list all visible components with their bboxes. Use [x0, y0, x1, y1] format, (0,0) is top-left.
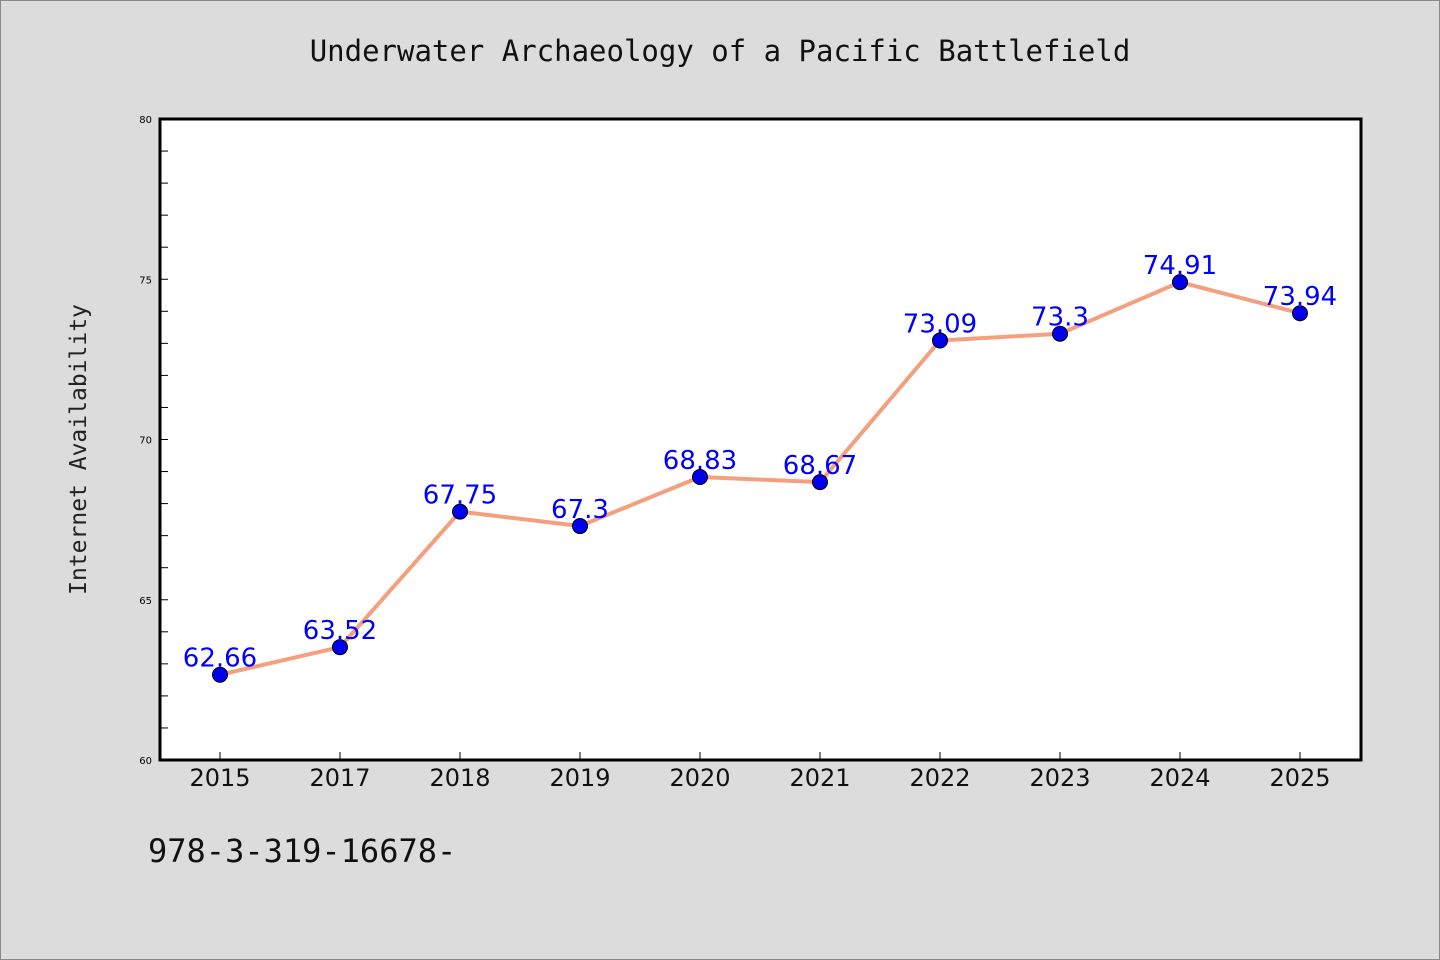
series-line — [219, 280, 1301, 677]
y-tick-label: 60 — [139, 756, 152, 767]
data-point — [212, 666, 228, 683]
x-tick-label: 2022 — [909, 764, 970, 792]
data-label: 63.52 — [303, 616, 377, 646]
x-tick-label: 2025 — [1269, 764, 1330, 792]
y-tick-label: 80 — [139, 115, 152, 126]
data-label: 67.75 — [423, 481, 497, 511]
data-point — [572, 518, 588, 535]
x-tick-label: 2023 — [1029, 764, 1090, 792]
x-tick-label: 2019 — [549, 764, 610, 792]
x-tick-label: 2018 — [429, 764, 490, 792]
x-tick-label: 2020 — [669, 764, 730, 792]
data-point — [1172, 274, 1188, 291]
y-tick-label: 65 — [139, 596, 152, 607]
x-tick-label: 2024 — [1149, 764, 1210, 792]
data-label: 62.66 — [183, 644, 257, 674]
data-point — [332, 639, 348, 656]
data-point — [1292, 305, 1308, 322]
plot-area — [158, 117, 1363, 762]
data-point — [1052, 325, 1068, 342]
data-point — [812, 474, 828, 491]
x-tick-label: 2021 — [789, 764, 850, 792]
chart-title: Underwater Archaeology of a Pacific Batt… — [309, 34, 1131, 68]
footer-isbn-text: 978-3-319-16678- — [148, 832, 457, 870]
data-label: 73.94 — [1263, 282, 1337, 312]
data-label: 68.67 — [783, 451, 857, 481]
y-tick-label: 75 — [139, 275, 152, 286]
x-tick-label: 2017 — [309, 764, 370, 792]
data-label: 73.09 — [903, 309, 977, 339]
data-label: 67.3 — [551, 495, 609, 525]
data-point — [932, 332, 948, 349]
data-label: 73.3 — [1031, 303, 1089, 333]
y-tick-label: 70 — [139, 436, 152, 447]
x-tick-label: 2015 — [189, 764, 250, 792]
y-axis-label: Internet Availability — [66, 304, 92, 595]
data-label: 68.83 — [663, 446, 737, 476]
data-point — [452, 503, 468, 520]
data-point — [692, 468, 708, 485]
data-label: 74.91 — [1143, 251, 1217, 281]
